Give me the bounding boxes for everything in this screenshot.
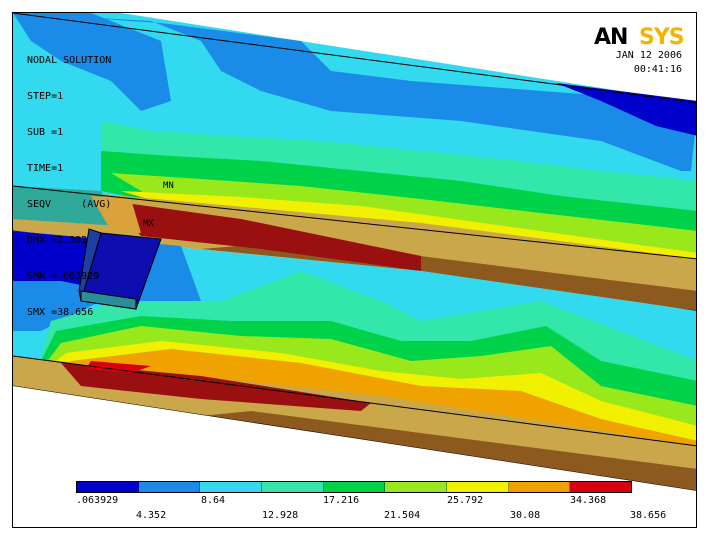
color-legend — [76, 481, 632, 493]
upper-plate-teal — [13, 186, 121, 226]
plot-frame: NODAL SOLUTION STEP=1 SUB =1 TIME=1 SEQV… — [12, 12, 697, 528]
insert-block — [78, 228, 162, 310]
legend-swatch — [570, 482, 632, 492]
legend-swatch — [385, 482, 448, 492]
upper-plate-edge — [13, 185, 696, 260]
legend-swatch — [77, 482, 139, 492]
logo-part-1: AN — [594, 25, 628, 50]
legend-swatch — [200, 482, 263, 492]
info-line: SMN =.063929 — [27, 271, 100, 282]
upper-plate-orange — [91, 196, 141, 233]
legend-value: 34.368 — [570, 495, 607, 506]
info-line: STEP=1 — [27, 91, 64, 102]
insert-base — [80, 290, 137, 310]
contour-plot — [13, 13, 696, 527]
max-marker: MX — [143, 219, 154, 229]
upper-body-contours — [13, 13, 696, 259]
logo-part-2: SYS — [639, 25, 685, 50]
solution-info: NODAL SOLUTION STEP=1 SUB =1 TIME=1 SEQV… — [27, 31, 111, 343]
lower-body-contours — [13, 231, 696, 446]
upper-plate — [13, 185, 696, 312]
info-line: SEQV (AVG) — [27, 199, 112, 210]
date-time: JAN 12 2006 00:41:16 — [616, 49, 682, 77]
upper-body-blue-top — [13, 13, 696, 171]
legend-swatch — [447, 482, 509, 492]
ansys-logo: AN SYS — [594, 25, 685, 50]
info-line: NODAL SOLUTION — [27, 55, 112, 66]
info-line: TIME=1 — [27, 163, 64, 174]
legend-swatch — [262, 482, 324, 492]
legend-value: .063929 — [76, 495, 119, 506]
legend-value: 8.64 — [201, 495, 226, 506]
lower-body-orange — [56, 349, 696, 446]
upper-plate-dark-band — [201, 241, 696, 311]
lower-plate-red — [61, 363, 371, 411]
lower-plate-dark-band — [201, 411, 696, 491]
legend-value: 4.352 — [136, 510, 167, 521]
info-line: DMX =2.392 — [27, 235, 88, 246]
legend-value: 12.928 — [262, 510, 299, 521]
legend-value: 30.08 — [510, 510, 541, 521]
lower-plate-edge — [13, 355, 696, 447]
upper-body-blue-left — [13, 13, 171, 111]
lower-plate-red-hot — [86, 361, 151, 373]
upper-plate-red — [111, 201, 421, 271]
min-marker: MN — [163, 181, 174, 191]
legend-swatch — [508, 482, 571, 492]
legend-value: 17.216 — [323, 495, 360, 506]
legend-swatch — [138, 482, 201, 492]
upper-surface-edge — [13, 13, 696, 104]
lower-plate — [13, 355, 696, 492]
legend-value: 21.504 — [384, 510, 421, 521]
legend-value: 38.656 — [630, 510, 667, 521]
date-label: JAN 12 2006 — [615, 50, 682, 61]
info-line: SMX =38.656 — [27, 307, 94, 318]
info-line: SUB =1 — [27, 127, 64, 138]
legend-value: 25.792 — [447, 495, 484, 506]
time-label: 00:41:16 — [633, 64, 682, 75]
legend-swatch — [323, 482, 386, 492]
upper-body-darkblue-top — [556, 83, 696, 136]
